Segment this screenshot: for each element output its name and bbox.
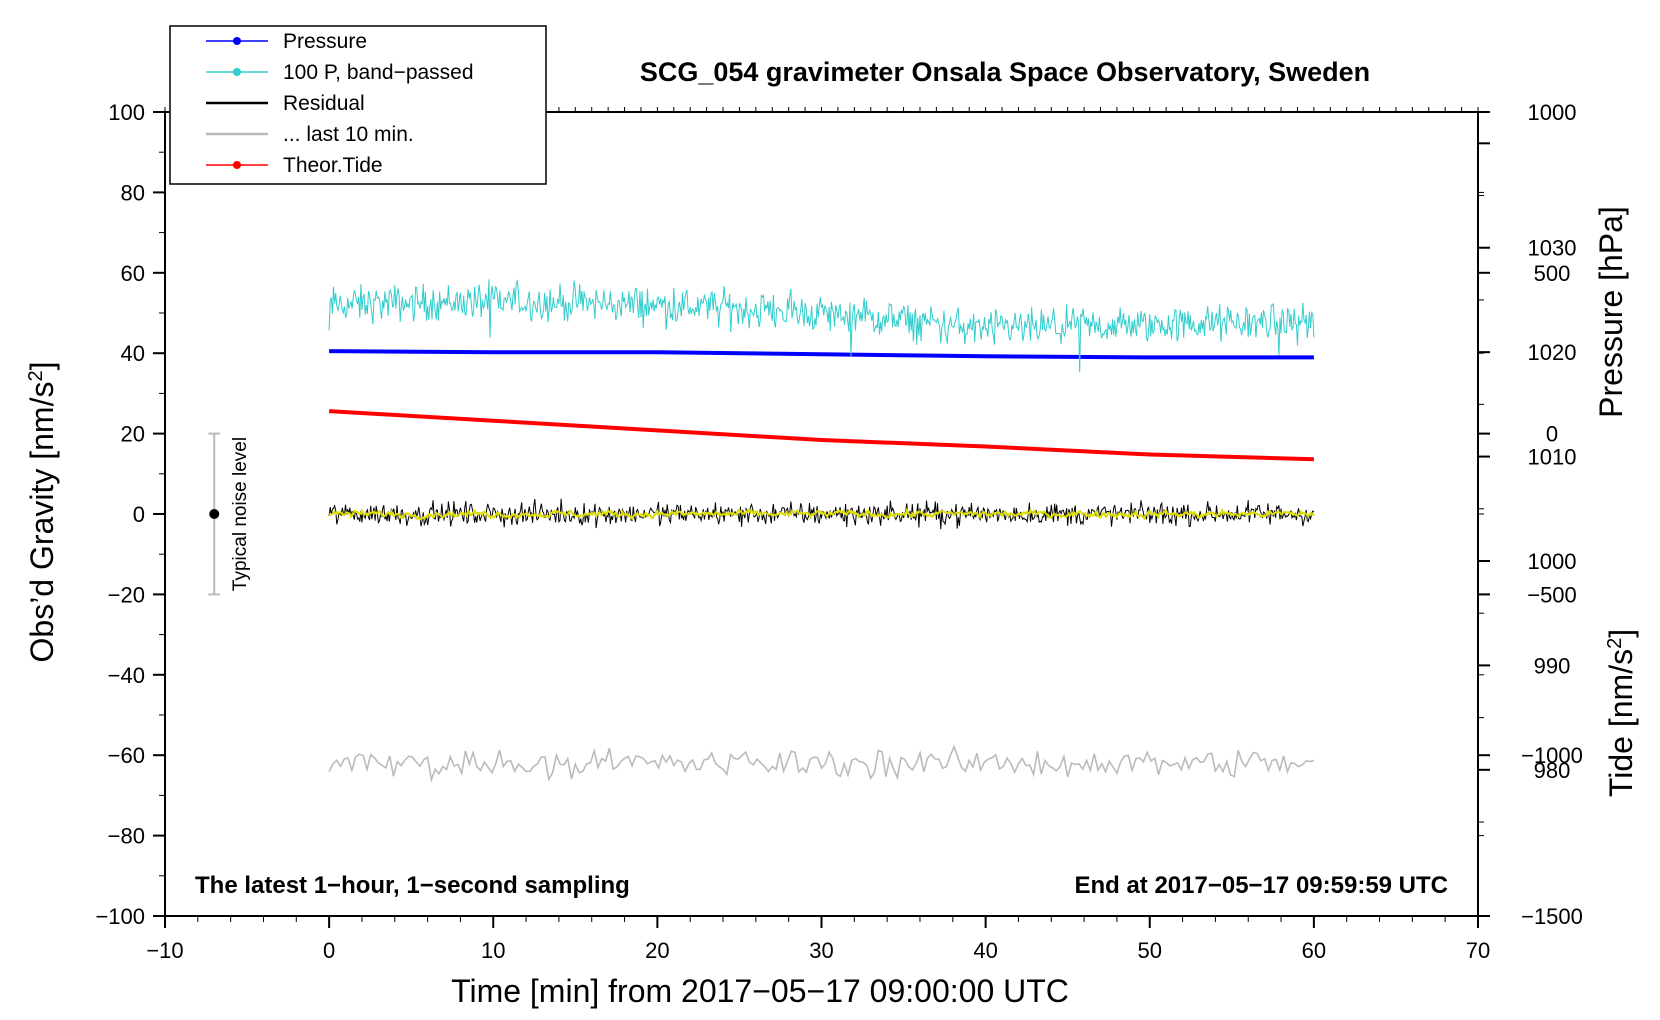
- legend-label: Residual: [283, 92, 365, 115]
- y-tick-label-gravity: −100: [95, 904, 145, 929]
- noise-bar-center: [209, 509, 220, 519]
- legend-label: Pressure: [283, 30, 367, 53]
- x-tick-label: 30: [809, 938, 833, 963]
- y-tick-label-tide: 500: [1534, 261, 1571, 286]
- y-tick-label-gravity: 60: [121, 261, 145, 286]
- y-tick-label-gravity: 40: [121, 341, 145, 366]
- y-tick-label-gravity: 80: [121, 180, 145, 205]
- y-tick-label-gravity: 20: [121, 422, 145, 447]
- y-tick-label-gravity: 100: [108, 100, 145, 125]
- y-tick-label-pressure: 1030: [1528, 236, 1577, 261]
- series-theor-tide: [328, 409, 1314, 462]
- y-tick-label-pressure: 1020: [1528, 340, 1577, 365]
- series-last-10-min: [328, 744, 1315, 783]
- y-tick-label-pressure: 980: [1534, 758, 1571, 783]
- legend: Pressure 100 P, band−passed Residual ... la…: [169, 25, 547, 185]
- axes-layer: −10 0 10 20 30 40 50 60 70100806040200−20−40−60−…: [95, 100, 1582, 963]
- note-right: End at 2017−05−17 09:59:59 UTC: [1074, 872, 1448, 899]
- x-tick-label: 60: [1302, 938, 1326, 963]
- legend-label: 100 P, band−passed: [283, 61, 474, 84]
- y-tick-label-gravity: −40: [108, 663, 145, 688]
- y-tick-label-tide: 1000: [1528, 100, 1577, 125]
- y-axis-label-pressure: Pressure [hPa]: [1593, 206, 1629, 418]
- legend-label: ... last 10 min.: [283, 123, 414, 146]
- x-tick-label: 10: [481, 938, 505, 963]
- x-tick-label: 40: [973, 938, 997, 963]
- series-100-p-band-passed: [328, 279, 1315, 373]
- y-tick-label-gravity: −20: [108, 582, 145, 607]
- legend-marker: [233, 37, 241, 45]
- series-residual-smoothed: [329, 507, 1315, 521]
- y-tick-label-pressure: 990: [1534, 653, 1571, 678]
- y-tick-label-gravity: 0: [133, 502, 145, 527]
- x-tick-label: 70: [1466, 938, 1490, 963]
- y-tick-label-tide: −1000: [1521, 743, 1583, 768]
- x-tick-label: 20: [645, 938, 669, 963]
- y-tick-label-tide: 0: [1546, 422, 1558, 447]
- y-tick-label-tide: −500: [1527, 582, 1577, 607]
- legend-marker: [233, 68, 241, 76]
- y-axis-label-gravity: Obs’d Gravity [nm/s2]: [24, 362, 60, 663]
- y-tick-label-pressure: 1000: [1528, 549, 1577, 574]
- y-tick-label-gravity: −60: [108, 743, 145, 768]
- x-tick-label: 50: [1138, 938, 1162, 963]
- chart-title: SCG_054 gravimeter Onsala Space Observat…: [640, 57, 1370, 87]
- y-tick-label-tide: −1500: [1521, 904, 1583, 929]
- noise-bar-label: Typical noise level: [230, 437, 251, 591]
- y-tick-label-pressure: 1010: [1528, 445, 1577, 470]
- x-axis-label: Time [min] from 2017−05−17 09:00:00 UTC: [451, 973, 1069, 1009]
- legend-label: Theor.Tide: [283, 154, 383, 177]
- x-tick-label: 0: [323, 938, 335, 963]
- legend-marker: [233, 161, 241, 169]
- y-tick-label-gravity: −80: [108, 824, 145, 849]
- legend-box: [169, 25, 547, 185]
- y-axis-label-tide: Tide [nm/s2]: [1603, 629, 1639, 797]
- note-left: The latest 1−hour, 1−second sampling: [195, 872, 630, 899]
- series-layer: [328, 279, 1315, 783]
- x-tick-label: −10: [146, 938, 183, 963]
- series-pressure: [329, 349, 1314, 360]
- series-residual: [328, 498, 1315, 530]
